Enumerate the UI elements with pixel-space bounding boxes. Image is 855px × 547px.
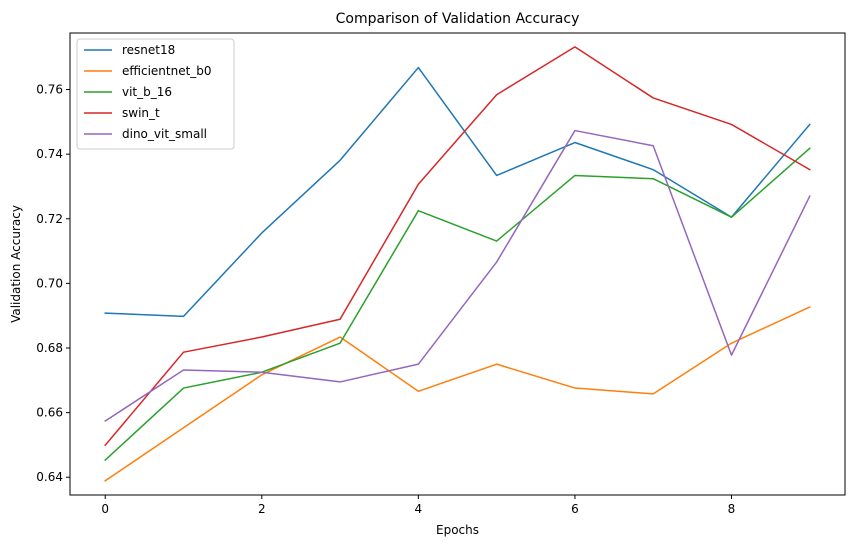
series-line-efficientnet-b0 [104,305,811,482]
legend-label: resnet18 [122,43,175,57]
y-tick-label: 0.72 [36,212,63,226]
y-tick-label: 0.64 [36,470,63,484]
x-axis-label: Epochs [436,523,479,537]
legend-items: resnet18 efficientnet_b0 vit_b_16 swin_tdin… [84,43,212,141]
series-line-vit-b-16 [104,147,811,462]
plot-area [69,32,846,496]
legend: resnet18 efficientnet_b0 vit_b_16 swin_tdin… [76,38,235,150]
x-tick-label: 8 [728,502,736,516]
x-tick-label: 6 [571,502,579,516]
series-line-resnet18 [104,66,811,318]
legend-box [76,38,235,150]
series-layer [104,46,811,482]
x-tick-label: 0 [101,502,109,516]
legend-label: dino_vit_small [122,127,207,141]
legend-label: swin_t [122,106,160,120]
y-tick-label: 0.74 [36,147,63,161]
y-tick-label: 0.66 [36,406,63,420]
x-tick-label: 2 [258,502,266,516]
x-axis-ticks: 0 2 4 6 8 [101,495,735,516]
y-tick-label: 0.70 [36,276,63,290]
legend-label: vit_b_16 [122,85,172,99]
chart-title: Comparison of Validation Accuracy [336,11,580,27]
y-axis-label: Validation Accuracy [9,205,23,323]
series-line-swin-t [104,46,811,447]
plot-frame [69,32,846,496]
y-tick-label: 0.68 [36,341,63,355]
series-line-dino-vit-small [104,129,811,423]
y-axis-ticks: 0.64 0.66 0.68 0.70 0.72 0.74 0.76 [36,83,70,484]
y-tick-label: 0.76 [36,83,63,97]
x-tick-label: 4 [415,502,423,516]
legend-label: efficientnet_b0 [122,64,212,78]
